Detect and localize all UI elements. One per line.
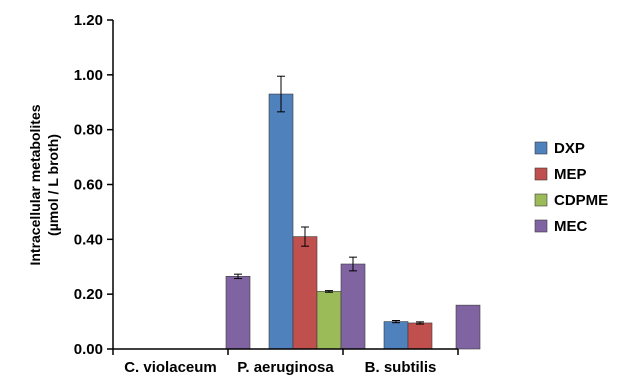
plot-area: [225, 75, 481, 350]
y-axis-title-line2: (µmol / L broth): [45, 134, 61, 236]
error-bar: [301, 226, 309, 247]
axes: [112, 20, 459, 355]
error-bar: [416, 321, 424, 325]
legend-label-mep: MEP: [554, 166, 587, 183]
bar-mep-2: [407, 322, 433, 350]
x-category-label: P. aeruginosa: [237, 359, 334, 376]
legend-swatch-cdpme: [534, 193, 548, 207]
bar-mec-2: [455, 304, 481, 350]
bar-dxp-1: [268, 93, 294, 350]
error-bar: [325, 290, 333, 293]
y-tick-label: 0.20: [74, 286, 103, 303]
y-axis-title-line1: Intracellular metabolites: [27, 104, 43, 265]
y-tick-label: 0.80: [74, 122, 103, 139]
bar-mec-1: [340, 263, 366, 350]
y-tick-label: 1.00: [74, 67, 103, 84]
x-axis-labels: C. violaceum P. aeruginosa B. subtilis: [124, 359, 436, 376]
y-tick-label: 0.00: [74, 341, 103, 358]
x-category-label: B. subtilis: [365, 359, 437, 376]
y-tick-label: 1.20: [74, 12, 103, 29]
y-tick-label: 0.60: [74, 177, 103, 194]
legend-label-cdpme: CDPME: [554, 192, 608, 209]
legend-swatch-dxp: [534, 141, 548, 155]
legend-swatch-mec: [534, 219, 548, 233]
bar-dxp-2: [383, 321, 409, 350]
error-bar: [392, 319, 400, 324]
error-bar: [277, 75, 285, 113]
legend-label-mec: MEC: [554, 218, 588, 235]
legend: DXP MEP CDPME MEC: [534, 140, 608, 235]
y-tick-label: 0.40: [74, 231, 103, 248]
legend-label-dxp: DXP: [554, 140, 585, 157]
bar-cdpme-1: [316, 291, 342, 350]
y-axis-title: Intracellular metabolites (µmol / L brot…: [27, 104, 61, 265]
legend-swatch-mep: [534, 167, 548, 181]
error-bar: [234, 273, 242, 280]
bar-mep-1: [292, 236, 318, 350]
bar-mec-0: [225, 276, 251, 350]
error-bar: [349, 256, 357, 272]
y-axis-ticks: 0.00 0.20 0.40 0.60 0.80 1.00 1.20: [74, 12, 113, 358]
x-category-label: C. violaceum: [124, 359, 217, 376]
